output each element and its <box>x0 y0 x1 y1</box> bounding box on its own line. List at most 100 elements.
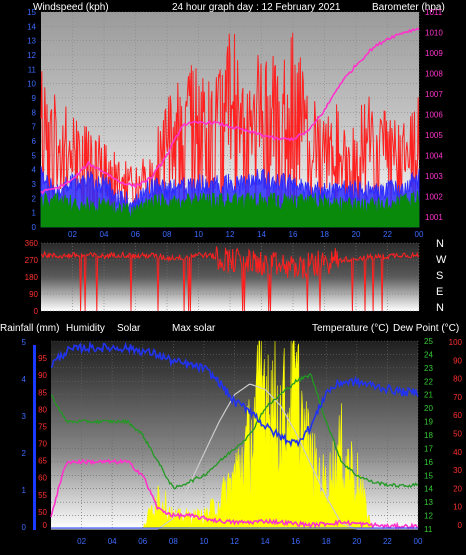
chart3-x-tick-label: 18 <box>322 537 331 546</box>
rainfall-tick-label: 4 <box>22 375 27 384</box>
temperature-tick-label: 16 <box>424 458 433 467</box>
humidity-tick-label: 95 <box>38 354 47 363</box>
barometer-tick-label: 1001 <box>425 213 443 222</box>
windspeed-tick-label: 6 <box>32 137 37 146</box>
windspeed-tick-label: 2 <box>32 194 37 203</box>
rainfall-tick-label: 0 <box>22 523 27 532</box>
windspeed-tick-label: 5 <box>32 151 37 160</box>
chart3-x-tick-label: 08 <box>169 537 178 546</box>
chart3-x-tick-label: 00 <box>414 537 423 546</box>
temperature-tick-label: 24 <box>424 350 433 359</box>
wind-direction-tick-label: 360 <box>25 239 39 248</box>
humidity-tick-label: 70 <box>38 440 47 449</box>
chart3-humidity-ticks: 0 50 55 60 65 70 75 80 85 90 95 <box>38 354 47 530</box>
windspeed-tick-label: 1 <box>32 209 37 218</box>
chart3-x-tick-label: 10 <box>199 537 208 546</box>
compass-point-label: S <box>436 270 443 282</box>
temperature-tick-label: 13 <box>424 498 433 507</box>
temperature-tick-label: 11 <box>424 525 433 534</box>
chart1-x-tick-label: 22 <box>383 230 392 239</box>
barometer-tick-label: 1003 <box>425 172 443 181</box>
dew-point-tick-label: 30 <box>453 466 462 475</box>
chart3-x-tick-label: 20 <box>352 537 361 546</box>
chart1-left-label: Windspeed (kph) <box>33 2 109 13</box>
windspeed-tick-label: 10 <box>27 80 36 89</box>
rainfall-tick-label: 5 <box>22 338 27 347</box>
windspeed-tick-label: 13 <box>27 37 36 46</box>
chart1-x-tick-label: 00 <box>415 230 424 239</box>
windspeed-tick-label: 3 <box>32 180 37 189</box>
temperature-tick-label: 19 <box>424 418 433 427</box>
chart1-x-tick-label: 04 <box>100 230 109 239</box>
barometer-tick-label: 1006 <box>425 110 443 119</box>
wind-direction-tick-label: 90 <box>29 290 38 299</box>
chart3-x-tick-label: 04 <box>108 537 117 546</box>
compass-point-label: N <box>436 302 444 314</box>
temperature-tick-label: 20 <box>424 404 433 413</box>
humidity-tick-label: 65 <box>38 457 47 466</box>
barometer-tick-label: 1008 <box>425 69 443 78</box>
chart1-x-tick-label: 12 <box>226 230 235 239</box>
wind-direction-tick-label: 180 <box>25 273 39 282</box>
barometer-tick-label: 1007 <box>425 90 443 99</box>
chart3-x-tick-label: 02 <box>77 537 86 546</box>
dew-point-tick-label: 80 <box>453 375 462 384</box>
chart1-x-tick-label: 14 <box>257 230 266 239</box>
chart1-right-ticks: 1001100210031004100510061007100810091010… <box>425 8 443 222</box>
chart2-compass-labels: NWSEN <box>436 238 447 314</box>
temperature-tick-label: 17 <box>424 444 433 453</box>
chart1-x-tick-label: 18 <box>320 230 329 239</box>
chart3-x-tick-label: 12 <box>230 537 239 546</box>
chart1-title: 24 hour graph day : 12 February 2021 <box>172 2 341 13</box>
dew-point-tick-label: 10 <box>453 503 462 512</box>
rainfall-tick-label: 3 <box>22 412 27 421</box>
chart3-rain-ticks: 0 1 2 3 4 5 <box>22 338 27 532</box>
dew-point-tick-label: 50 <box>453 430 462 439</box>
barometer-tick-label: 1004 <box>425 151 443 160</box>
barometer-tick-label: 1009 <box>425 49 443 58</box>
compass-point-label: E <box>436 286 443 298</box>
dew-point-tick-label: 20 <box>453 484 462 493</box>
chart2-left-ticks: 090180270360 <box>25 239 39 316</box>
rainfall-tick-label: 1 <box>22 486 27 495</box>
dew-point-tick-label: 90 <box>453 356 462 365</box>
chart3-dew-ticks: 0 10 20 30 40 50 60 70 80 90 100 <box>449 338 463 530</box>
dew-point-tick-label: 100 <box>449 338 463 347</box>
chart3-x-tick-label: 14 <box>261 537 270 546</box>
windspeed-tick-label: 0 <box>32 223 37 232</box>
dew-point-tick-label: 70 <box>453 393 462 402</box>
temperature-tick-label: 15 <box>424 471 433 480</box>
humidity-tick-label: 75 <box>38 422 47 431</box>
temperature-tick-label: 25 <box>424 337 433 346</box>
dew-point-tick-label: 40 <box>453 448 462 457</box>
windspeed-tick-label: 15 <box>27 8 36 17</box>
temperature-tick-label: 22 <box>424 377 433 386</box>
chart1-x-tick-label: 02 <box>68 230 77 239</box>
humidity-tick-label: 50 <box>38 508 47 517</box>
chart3-label-rainfall: Rainfall (mm) <box>0 323 59 334</box>
windspeed-tick-label: 14 <box>27 22 36 31</box>
temperature-tick-label: 23 <box>424 364 433 373</box>
windspeed-tick-label: 7 <box>32 123 37 132</box>
compass-point-label: W <box>436 254 447 266</box>
humidity-tick-label: 0 <box>43 521 48 530</box>
chart3-x-tick-label: 06 <box>138 537 147 546</box>
chart3-label-temperature: Temperature (°C) <box>312 323 389 334</box>
rain-axis-bar <box>33 345 36 530</box>
rainfall-tick-label: 2 <box>22 449 27 458</box>
temperature-tick-label: 18 <box>424 431 433 440</box>
compass-point-label: N <box>436 238 444 250</box>
temperature-tick-label: 21 <box>424 391 433 400</box>
humidity-tick-label: 55 <box>38 491 47 500</box>
chart1-x-tick-label: 10 <box>194 230 203 239</box>
wind-direction-tick-label: 0 <box>34 307 39 316</box>
chart3-x-tick-label: 16 <box>291 537 300 546</box>
windspeed-tick-label: 12 <box>27 51 36 60</box>
windspeed-tick-label: 4 <box>32 166 37 175</box>
barometer-tick-label: 1010 <box>425 28 443 37</box>
chart3-x-ticks: 02 04 06 08 10 12 14 16 18 20 22 00 <box>77 537 423 546</box>
dew-point-tick-label: 0 <box>458 521 463 530</box>
windspeed-tick-label: 11 <box>28 65 37 74</box>
